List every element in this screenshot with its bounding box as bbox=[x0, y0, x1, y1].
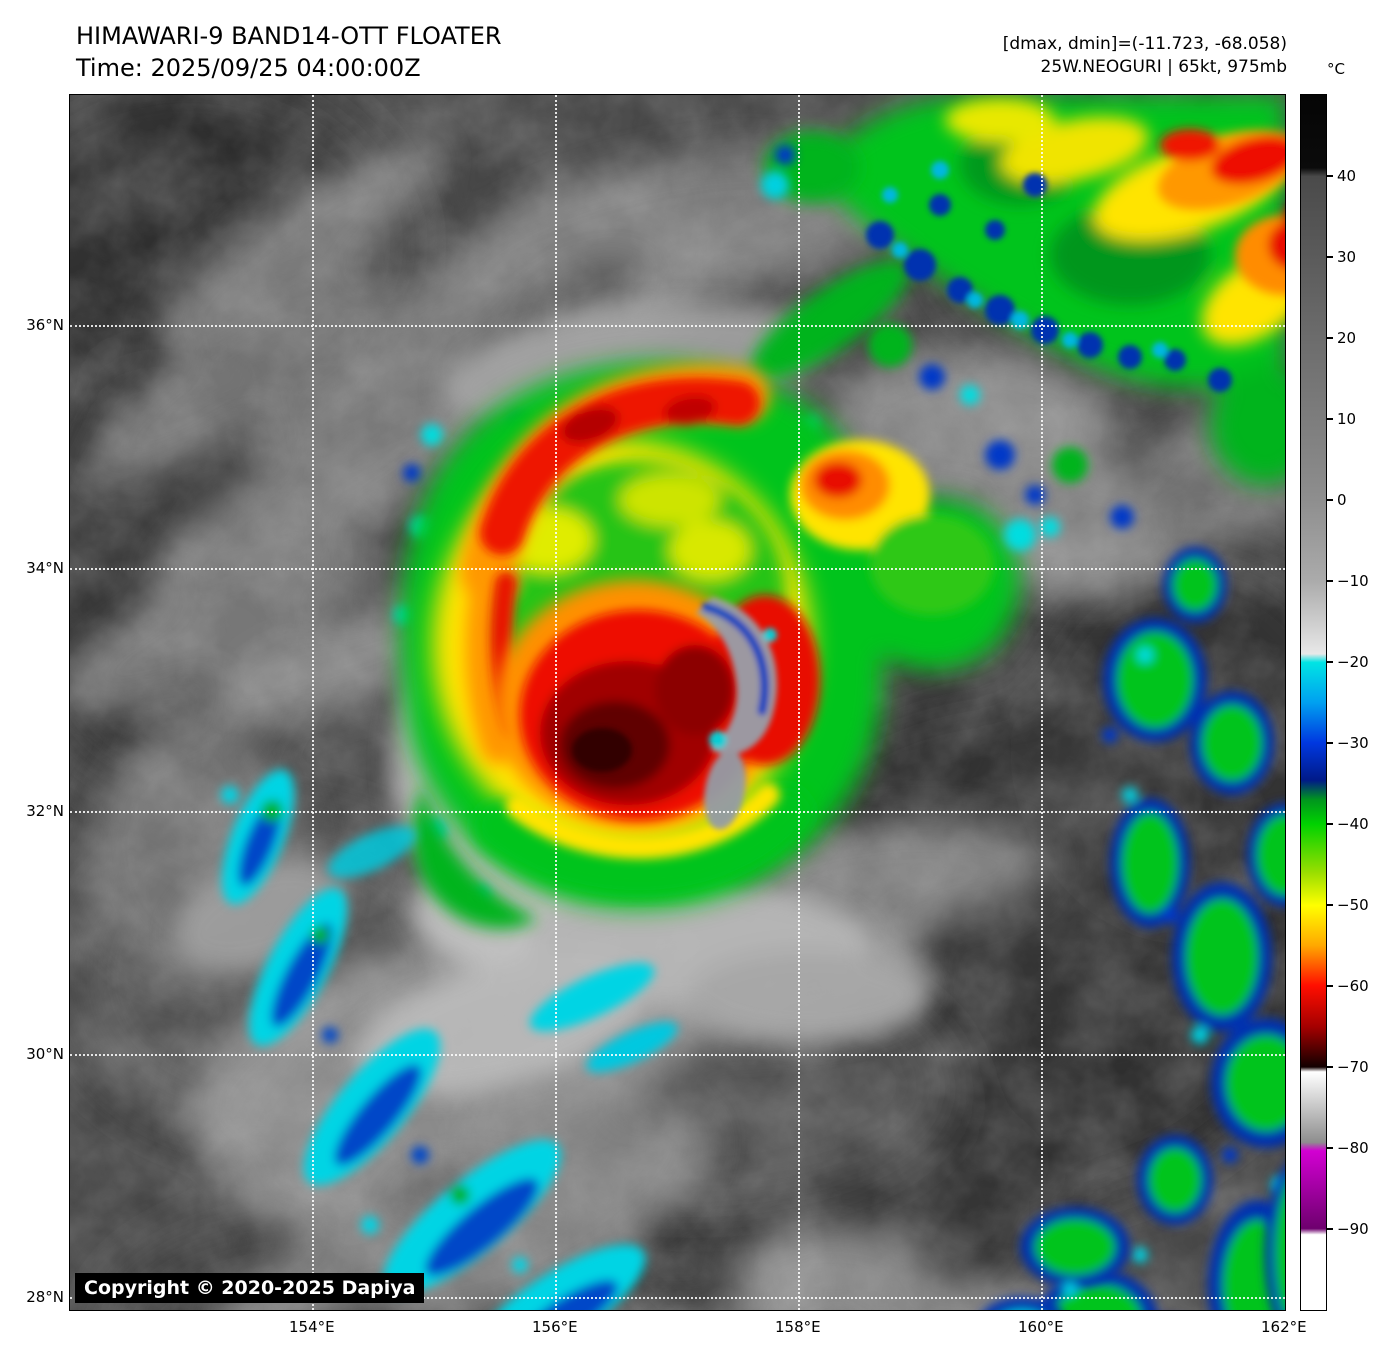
colorbar-tick-label: −70 bbox=[1337, 1058, 1369, 1076]
colorbar-tick-label: −60 bbox=[1337, 977, 1369, 995]
colorbar-tick-label: 20 bbox=[1337, 329, 1357, 347]
lat-tick-label: 28°N bbox=[26, 1287, 64, 1306]
colorbar-tick bbox=[1327, 499, 1333, 501]
colorbar-tick-label: 10 bbox=[1337, 410, 1357, 428]
colorbar-tick bbox=[1327, 418, 1333, 420]
colorbar-tick bbox=[1327, 1066, 1333, 1068]
copyright-badge: Copyright © 2020-2025 Dapiya bbox=[75, 1273, 425, 1303]
colorbar-tick bbox=[1327, 904, 1333, 906]
temperature-colorbar bbox=[1301, 95, 1326, 1310]
colorbar-tick bbox=[1327, 580, 1333, 582]
lat-tick-label: 34°N bbox=[26, 558, 64, 577]
colorbar-tick bbox=[1327, 256, 1333, 258]
colorbar-tick-label: 30 bbox=[1337, 248, 1357, 266]
colorbar-tick-label: −20 bbox=[1337, 653, 1369, 671]
lat-tick-label: 36°N bbox=[26, 315, 64, 334]
lon-tick-label: 160°E bbox=[1017, 1318, 1064, 1336]
lat-tick-label: 30°N bbox=[26, 1044, 64, 1063]
colorbar-tick bbox=[1327, 1228, 1333, 1230]
colorbar-tick bbox=[1327, 823, 1333, 825]
colorbar-tick-label: −50 bbox=[1337, 896, 1369, 914]
colorbar-tick-label: 0 bbox=[1337, 491, 1347, 509]
colorbar-tick bbox=[1327, 337, 1333, 339]
colorbar-tick-label: −80 bbox=[1337, 1139, 1369, 1157]
storm-info: 25W.NEOGURI | 65kt, 975mb bbox=[1040, 57, 1287, 77]
dmax-dmin-readout: [dmax, dmin]=(-11.723, -68.058) bbox=[1002, 34, 1287, 54]
satellite-map: Copyright © 2020-2025 Dapiya bbox=[70, 95, 1285, 1310]
colorbar-tick bbox=[1327, 742, 1333, 744]
colorbar-tick-label: −90 bbox=[1337, 1220, 1369, 1238]
colorbar-unit-label: °C bbox=[1327, 60, 1345, 78]
colorbar-tick bbox=[1327, 661, 1333, 663]
lat-tick-label: 32°N bbox=[26, 801, 64, 820]
page-title: HIMAWARI-9 BAND14-OTT FLOATER bbox=[76, 22, 502, 50]
colorbar-tick bbox=[1327, 1147, 1333, 1149]
colorbar-tick-label: −10 bbox=[1337, 572, 1369, 590]
satellite-imagery bbox=[70, 95, 1285, 1310]
timestamp: Time: 2025/09/25 04:00:00Z bbox=[76, 54, 421, 82]
colorbar-tick bbox=[1327, 175, 1333, 177]
colorbar-tick-label: −40 bbox=[1337, 815, 1369, 833]
colorbar-tick-label: −30 bbox=[1337, 734, 1369, 752]
colorbar-tick-label: 40 bbox=[1337, 167, 1357, 185]
lon-tick-label: 154°E bbox=[288, 1318, 335, 1336]
lon-tick-label: 158°E bbox=[774, 1318, 821, 1336]
header-info: [dmax, dmin]=(-11.723, -68.058) 25W.NEOG… bbox=[1003, 33, 1287, 79]
lon-tick-label: 156°E bbox=[531, 1318, 578, 1336]
lon-tick-label: 162°E bbox=[1260, 1318, 1307, 1336]
colorbar-tick bbox=[1327, 985, 1333, 987]
